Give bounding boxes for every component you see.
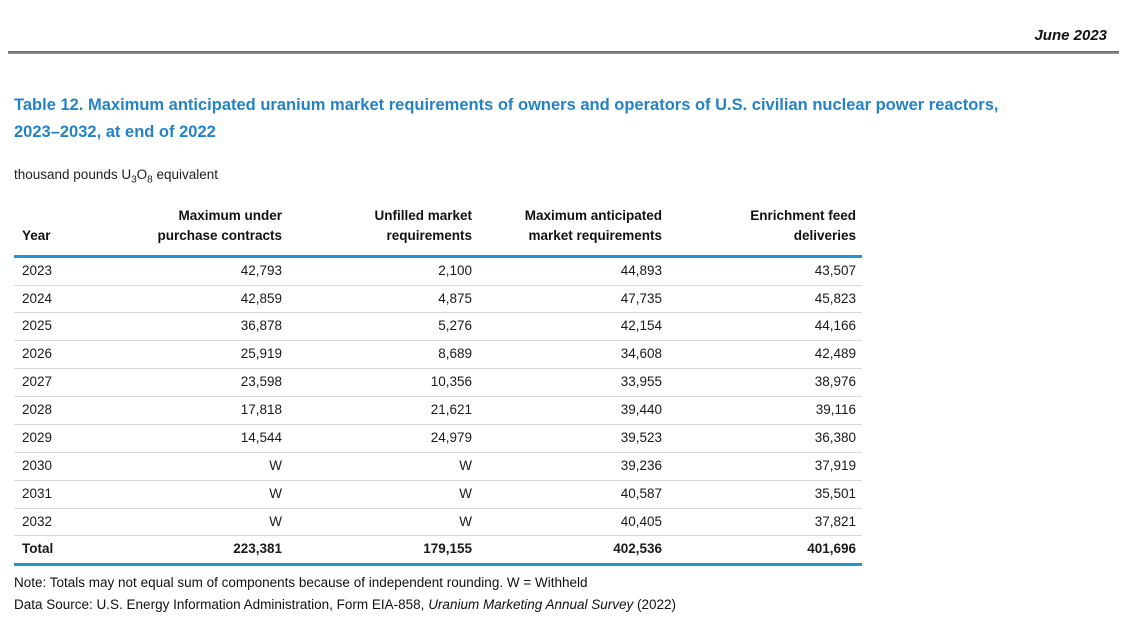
- column-header-enrichment: Enrichment feed deliveries: [668, 206, 862, 258]
- value-cell: 21,621: [288, 396, 478, 425]
- value-cell: 5,276: [288, 312, 478, 342]
- table-row-2030: 2030 W W 39,236 37,919: [14, 452, 862, 481]
- units-suffix: equivalent: [152, 167, 219, 183]
- data-source-survey-name: Uranium Marketing Annual Survey: [428, 597, 634, 613]
- column-header-line: Maximum anticipated: [524, 208, 662, 224]
- column-header-line: market requirements: [528, 228, 662, 244]
- value-cell: W: [288, 452, 478, 481]
- value-cell: 39,523: [478, 424, 668, 453]
- value-cell: 42,489: [668, 340, 862, 370]
- year-cell: 2029: [14, 424, 110, 453]
- table-row-2024: 2024 42,859 4,875 47,735 45,823: [14, 285, 862, 314]
- table-row-2025: 2025 36,878 5,276 42,154 44,166: [14, 312, 862, 342]
- column-header-line: Year: [22, 228, 51, 244]
- table-row-2023: 2023 42,793 2,100 44,893 43,507: [14, 256, 862, 286]
- units-o: O: [136, 167, 148, 183]
- year-cell: 2032: [14, 508, 110, 537]
- value-cell: 38,976: [668, 368, 862, 397]
- data-source-suffix: (2022): [633, 597, 677, 613]
- column-header-max-anticipated: Maximum anticipated market requirements: [478, 206, 668, 258]
- value-cell: W: [288, 508, 478, 537]
- value-cell: 37,821: [668, 508, 862, 537]
- total-value-cell: 179,155: [288, 535, 478, 567]
- value-cell: 2,100: [288, 256, 478, 286]
- value-cell: 47,735: [478, 285, 668, 314]
- table-row-2032: 2032 W W 40,405 37,821: [14, 508, 862, 537]
- value-cell: 40,405: [478, 508, 668, 537]
- year-cell: 2030: [14, 452, 110, 481]
- year-cell: 2031: [14, 480, 110, 509]
- value-cell: 36,380: [668, 424, 862, 453]
- value-cell: 42,859: [110, 285, 288, 314]
- column-header-line: purchase contracts: [157, 228, 282, 244]
- column-header-year: Year: [14, 206, 110, 258]
- value-cell: W: [288, 480, 478, 509]
- year-cell: 2026: [14, 340, 110, 370]
- value-cell: W: [110, 452, 288, 481]
- column-header-line: deliveries: [793, 228, 856, 244]
- table-total-row: Total 223,381 179,155 402,536 401,696: [14, 535, 862, 567]
- total-value-cell: 223,381: [110, 535, 288, 567]
- value-cell: 24,979: [288, 424, 478, 453]
- year-cell: 2025: [14, 312, 110, 342]
- value-cell: W: [110, 480, 288, 509]
- table-note: Note: Totals may not equal sum of compon…: [14, 575, 588, 591]
- year-cell: 2027: [14, 368, 110, 397]
- table-row-2031: 2031 W W 40,587 35,501: [14, 480, 862, 509]
- value-cell: 8,689: [288, 340, 478, 370]
- table-row-2026: 2026 25,919 8,689 34,608 42,489: [14, 340, 862, 370]
- units-subscript-8: 8: [147, 175, 153, 187]
- value-cell: 39,440: [478, 396, 668, 425]
- value-cell: 42,793: [110, 256, 288, 286]
- value-cell: W: [110, 508, 288, 537]
- column-header-line: Unfilled market: [374, 208, 472, 224]
- value-cell: 17,818: [110, 396, 288, 425]
- column-header-line: requirements: [386, 228, 472, 244]
- column-header-max-purchase: Maximum under purchase contracts: [110, 206, 288, 258]
- value-cell: 44,893: [478, 256, 668, 286]
- table-body: 2023 42,793 2,100 44,893 43,507 2024 42,…: [14, 256, 862, 567]
- data-source-prefix: Data Source: U.S. Energy Information Adm…: [14, 597, 429, 613]
- uranium-requirements-table: Year Maximum under purchase contracts Un…: [14, 206, 862, 567]
- value-cell: 14,544: [110, 424, 288, 453]
- value-cell: 39,236: [478, 452, 668, 481]
- column-header-line: Enrichment feed: [750, 208, 856, 224]
- value-cell: 45,823: [668, 285, 862, 314]
- value-cell: 42,154: [478, 312, 668, 342]
- column-header-line: Maximum under: [178, 208, 282, 224]
- value-cell: 39,116: [668, 396, 862, 425]
- value-cell: 23,598: [110, 368, 288, 397]
- report-date: June 2023: [1034, 27, 1107, 44]
- value-cell: 40,587: [478, 480, 668, 509]
- units-label: thousand pounds U3O8 equivalent: [14, 167, 1127, 186]
- total-value-cell: 401,696: [668, 535, 862, 567]
- total-value-cell: 402,536: [478, 535, 668, 567]
- table-header: Year Maximum under purchase contracts Un…: [14, 206, 862, 258]
- value-cell: 43,507: [668, 256, 862, 286]
- value-cell: 37,919: [668, 452, 862, 481]
- value-cell: 35,501: [668, 480, 862, 509]
- total-label-cell: Total: [14, 535, 110, 567]
- value-cell: 10,356: [288, 368, 478, 397]
- year-cell: 2028: [14, 396, 110, 425]
- value-cell: 33,955: [478, 368, 668, 397]
- value-cell: 44,166: [668, 312, 862, 342]
- table-title: Table 12. Maximum anticipated uranium ma…: [14, 96, 999, 141]
- table-row-2028: 2028 17,818 21,621 39,440 39,116: [14, 396, 862, 425]
- column-header-unfilled: Unfilled market requirements: [288, 206, 478, 258]
- value-cell: 36,878: [110, 312, 288, 342]
- value-cell: 25,919: [110, 340, 288, 370]
- year-cell: 2023: [14, 256, 110, 286]
- table-header-row: Year Maximum under purchase contracts Un…: [14, 206, 862, 258]
- table-row-2027: 2027 23,598 10,356 33,955 38,976: [14, 368, 862, 397]
- header-rule: [8, 51, 1119, 54]
- value-cell: 34,608: [478, 340, 668, 370]
- units-subscript-3: 3: [131, 175, 137, 187]
- data-source: Data Source: U.S. Energy Information Adm…: [14, 597, 1127, 612]
- year-cell: 2024: [14, 285, 110, 314]
- value-cell: 4,875: [288, 285, 478, 314]
- units-prefix: thousand pounds U: [14, 167, 132, 183]
- table-row-2029: 2029 14,544 24,979 39,523 36,380: [14, 424, 862, 453]
